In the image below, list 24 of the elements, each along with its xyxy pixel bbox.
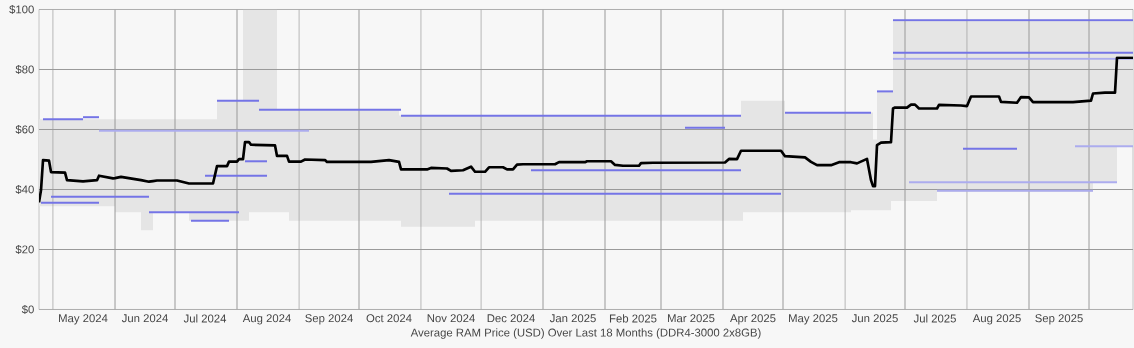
y-tick-label: $60 xyxy=(15,124,34,135)
y-tick-label: $100 xyxy=(9,4,34,15)
x-tick-label: Oct 2024 xyxy=(366,314,412,323)
x-axis-title: Average RAM Price (USD) Over Last 18 Months (DDR4-3000 2x8GB) xyxy=(410,328,761,339)
x-tick-label: Dec 2024 xyxy=(487,314,535,323)
x-tick-label: Sep 2025 xyxy=(1035,314,1083,325)
x-tick-label: Jun 2025 xyxy=(851,314,898,323)
y-tick-label: $0 xyxy=(21,304,34,315)
x-tick-label: Jun 2024 xyxy=(121,314,168,323)
x-tick-label: Jul 2025 xyxy=(913,314,956,323)
x-tick-label: Aug 2025 xyxy=(972,314,1021,325)
x-tick-label: May 2024 xyxy=(59,314,108,325)
x-tick-label: Aug 2024 xyxy=(242,314,291,325)
y-tick-label: $40 xyxy=(15,184,34,195)
y-tick-label: $80 xyxy=(15,64,34,75)
x-tick-label: Feb 2025 xyxy=(609,314,657,323)
x-tick-label: Nov 2024 xyxy=(427,314,475,323)
x-tick-label: Jul 2024 xyxy=(183,314,227,323)
x-tick-label: May 2025 xyxy=(789,314,838,325)
x-tick-label: Apr 2025 xyxy=(730,314,776,325)
x-tick-label: Jan 2025 xyxy=(549,314,596,323)
x-tick-label: Sep 2024 xyxy=(305,314,353,325)
x-tick-label: Mar 2025 xyxy=(667,314,715,323)
y-tick-label: $20 xyxy=(15,244,34,255)
